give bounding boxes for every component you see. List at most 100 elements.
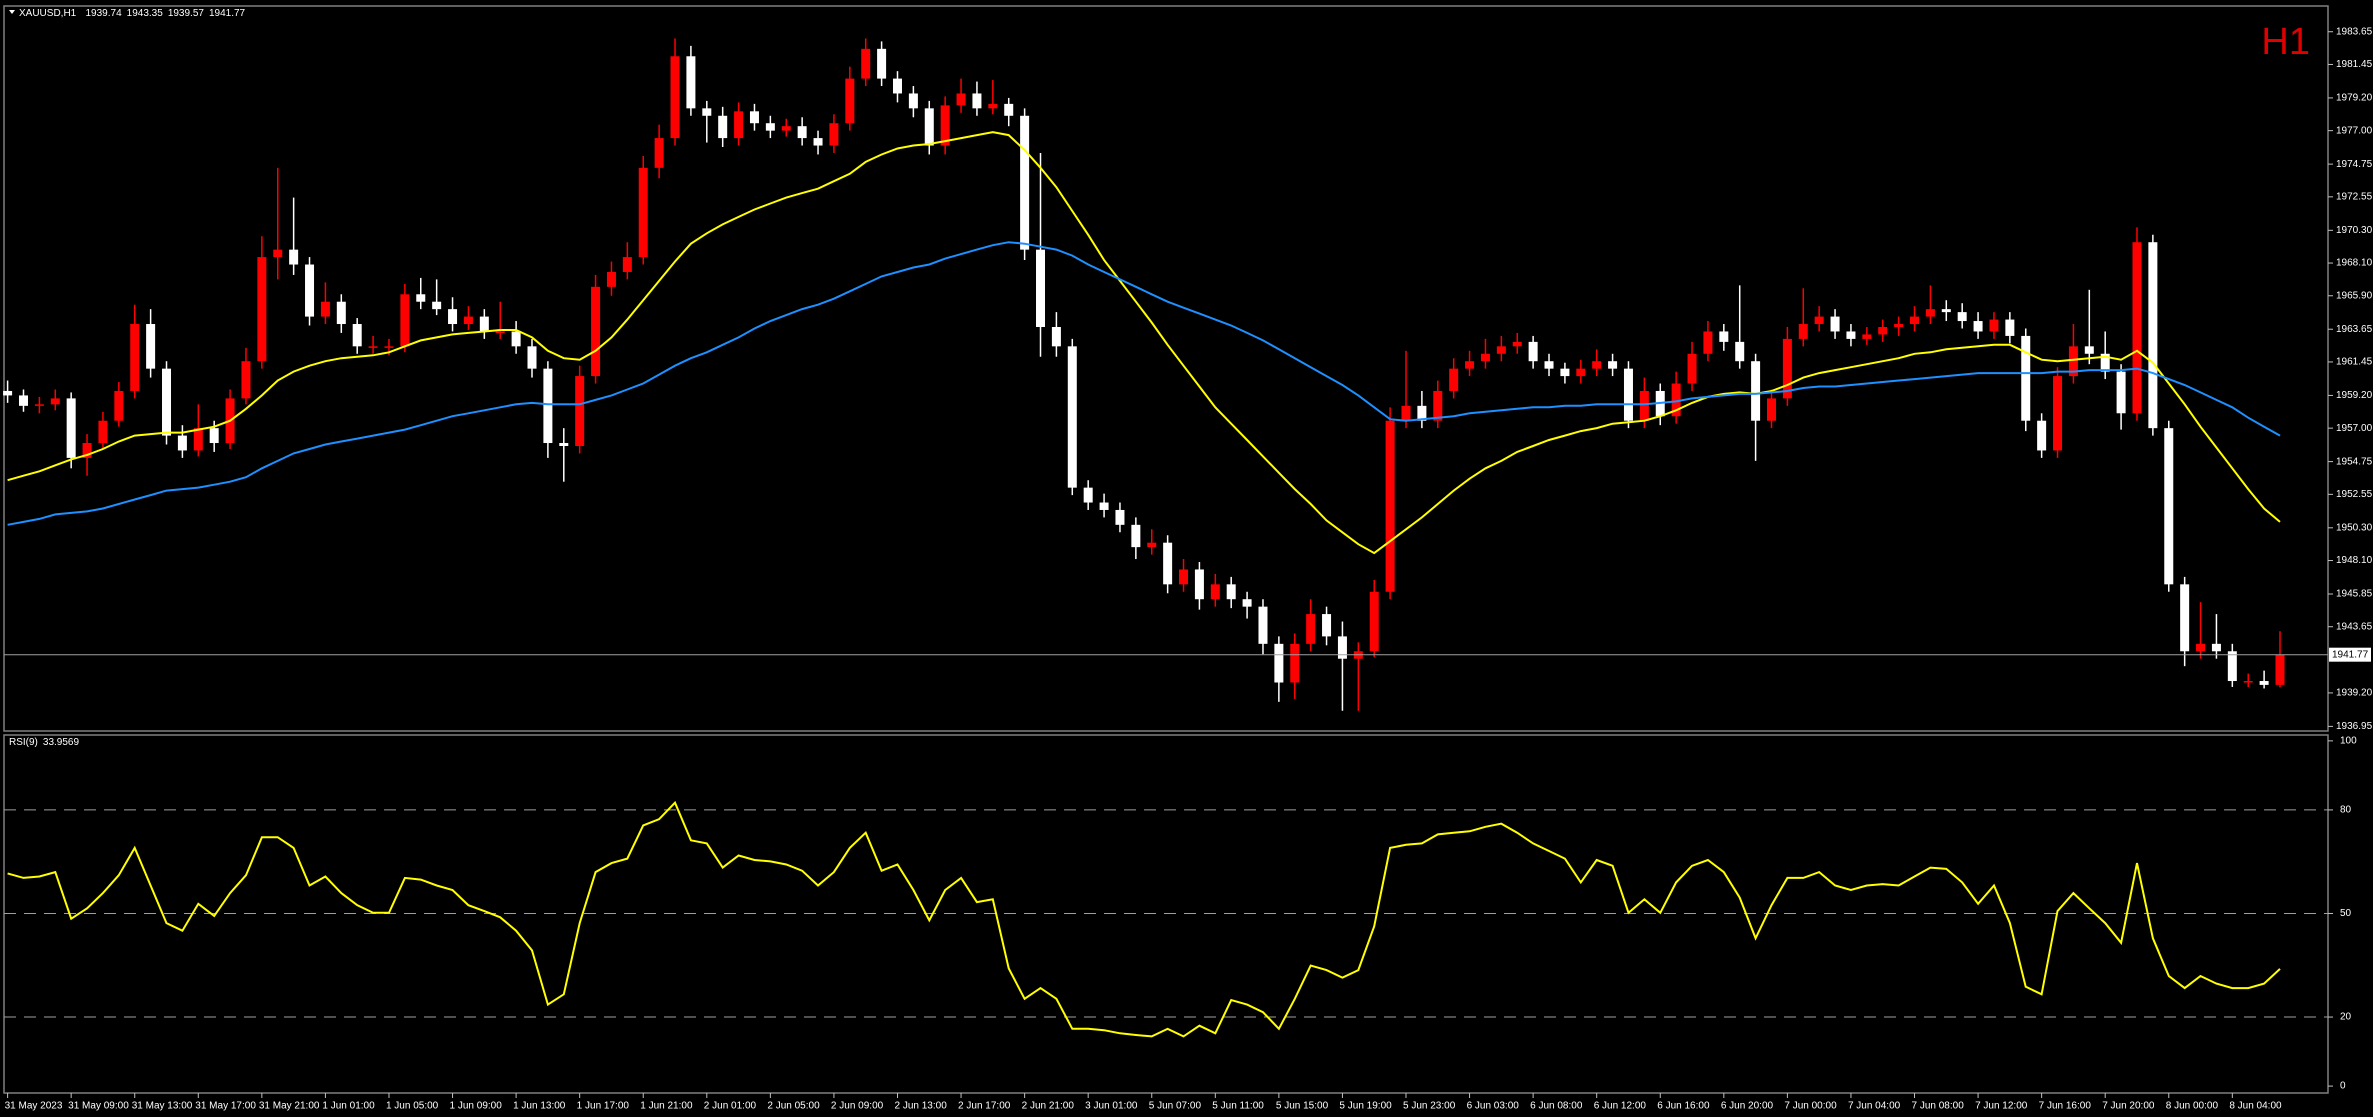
candle-body — [130, 324, 140, 391]
x-tick-label: 5 Jun 07:00 — [1149, 1101, 1202, 1112]
candle-body — [3, 390, 13, 396]
candle-body — [1274, 643, 1284, 683]
candle-body — [1179, 569, 1189, 585]
candle-body — [654, 138, 664, 168]
x-tick-label: 2 Jun 17:00 — [958, 1101, 1011, 1112]
rsi-y-tick-label: 0 — [2340, 1081, 2346, 1092]
y-tick-label: 1948.10 — [2336, 555, 2373, 566]
candle-body — [1465, 361, 1475, 369]
candle-body — [2148, 242, 2158, 429]
candle-body — [432, 301, 442, 310]
candle-body — [1957, 312, 1967, 322]
y-tick-label: 1977.00 — [2336, 125, 2373, 136]
candle-body — [1099, 502, 1109, 510]
x-tick-label: 8 Jun 00:00 — [2166, 1101, 2219, 1112]
candle-body — [1798, 324, 1808, 339]
y-tick-label: 1950.30 — [2336, 522, 2373, 533]
candle-body — [956, 93, 966, 106]
x-tick-label: 6 Jun 20:00 — [1721, 1101, 1774, 1112]
y-tick-label: 1970.30 — [2336, 225, 2373, 236]
moving-average-line — [7, 131, 2281, 555]
candle-body — [2132, 242, 2142, 414]
candle-body — [1051, 326, 1061, 347]
moving-average-line — [7, 241, 2281, 526]
candle-body — [1210, 584, 1220, 600]
x-tick-label: 3 Jun 01:00 — [1085, 1101, 1138, 1112]
candle-body — [257, 257, 267, 362]
menu-arrow[interactable] — [9, 10, 15, 14]
candle-body — [448, 309, 458, 325]
candle-body — [813, 138, 823, 146]
x-tick-label: 31 May 13:00 — [132, 1101, 193, 1112]
candle-body — [1496, 346, 1506, 354]
y-tick-label: 1961.45 — [2336, 357, 2373, 368]
candle-body — [2196, 643, 2206, 652]
candle-body — [1544, 361, 1554, 369]
candle-body — [162, 368, 172, 436]
candle-body — [320, 301, 330, 317]
candle-body — [2243, 681, 2253, 683]
candle-body — [1814, 316, 1824, 325]
y-tick-label: 1974.75 — [2336, 159, 2373, 170]
candle-body — [289, 249, 299, 265]
rsi-header: RSI(9) 33.9569 — [9, 737, 79, 748]
rsi-y-tick-label: 50 — [2340, 908, 2352, 919]
x-tick-label: 1 Jun 01:00 — [322, 1101, 375, 1112]
candle-body — [463, 316, 473, 325]
candle-body — [1433, 390, 1443, 421]
candle-body — [1306, 614, 1316, 644]
candle-body — [2084, 346, 2094, 354]
candle-body — [988, 103, 998, 109]
candle-body — [384, 346, 394, 348]
y-tick-label: 1965.90 — [2336, 290, 2373, 301]
candle-body — [1751, 361, 1761, 421]
candle-body — [1941, 309, 1951, 313]
x-tick-label: 6 Jun 03:00 — [1467, 1101, 1520, 1112]
candle-body — [924, 108, 934, 146]
candle-body — [1862, 334, 1872, 339]
candle-body — [416, 294, 426, 302]
main-panel-border — [3, 5, 2329, 732]
candle-body — [781, 126, 791, 131]
candle-body — [1639, 390, 1649, 421]
candle-body — [591, 286, 601, 377]
candle-body — [2053, 376, 2063, 451]
x-tick-label: 1 Jun 13:00 — [513, 1101, 566, 1112]
x-tick-label: 2 Jun 21:00 — [1022, 1101, 1075, 1112]
close-value: 1941.77 — [209, 8, 246, 19]
candle-body — [527, 346, 537, 369]
candle-body — [1449, 368, 1459, 391]
candle-body — [241, 361, 251, 399]
candle-body — [1782, 338, 1792, 399]
x-tick-label: 5 Jun 19:00 — [1339, 1101, 1392, 1112]
candle-body — [1020, 115, 1030, 250]
low-value: 1939.57 — [168, 8, 205, 19]
candle-body — [2100, 353, 2110, 372]
x-tick-label: 1 Jun 09:00 — [450, 1101, 503, 1112]
candle-body — [1401, 405, 1411, 421]
candle-body — [18, 395, 28, 406]
candle-body — [892, 78, 902, 94]
candle-body — [34, 404, 44, 406]
candle-body — [66, 398, 76, 458]
candle-body — [940, 105, 950, 146]
candle-body — [2005, 319, 2015, 336]
x-tick-label: 7 Jun 00:00 — [1784, 1101, 1837, 1112]
candle-body — [1258, 606, 1268, 644]
candle-body — [273, 249, 283, 258]
rsi-line — [7, 800, 2281, 1038]
candle-body — [2275, 654, 2285, 685]
candle-body — [1322, 614, 1332, 637]
x-tick-label: 31 May 2023 — [5, 1101, 63, 1112]
y-tick-label: 1972.55 — [2336, 191, 2373, 202]
candle-body — [765, 123, 775, 131]
candle-body — [1846, 331, 1856, 339]
candle-body — [1894, 324, 1904, 327]
candle-body — [686, 56, 696, 109]
y-tick-label: 1954.75 — [2336, 456, 2373, 467]
chart-header: XAUUSD,H1 1939.74 1943.35 1939.57 1941.77 — [19, 8, 246, 19]
y-tick-label: 1957.00 — [2336, 423, 2373, 434]
high-value: 1943.35 — [127, 8, 164, 19]
candle-body — [1671, 383, 1681, 417]
